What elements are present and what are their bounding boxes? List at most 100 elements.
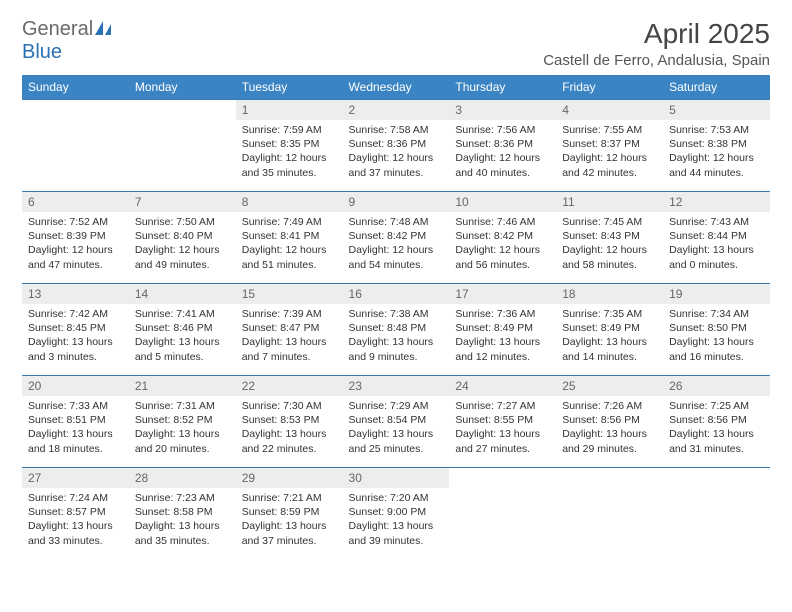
day-number: 18: [556, 284, 663, 304]
day-body: Sunrise: 7:55 AM Sunset: 8:37 PM Daylight:…: [556, 120, 663, 186]
day-number: 10: [449, 192, 556, 212]
sunset-line: Sunset: 8:56 PM: [562, 414, 640, 426]
day-body: Sunrise: 7:50 AMSunset: 8:40 PMDaylight:…: [129, 212, 236, 278]
calendar-cell: 14Sunrise: 7:41 AMSunset: 8:46 PMDayligh…: [129, 284, 236, 376]
sunset-line: Sunset: 8:57 PM: [28, 506, 106, 518]
sunrise-line: Sunrise: 7:50 AM: [135, 216, 215, 228]
sunrise-line: Sunrise: 7:52 AM: [28, 216, 108, 228]
sunrise-line: Sunrise: 7:36 AM: [455, 308, 535, 320]
calendar-cell: 25Sunrise: 7:26 AMSunset: 8:56 PMDayligh…: [556, 376, 663, 468]
daylight-line: Daylight: 12 hours and 42 minutes.: [562, 152, 647, 178]
day-body: Sunrise: 7:46 AM Sunset: 8:42 PM Daylight:…: [449, 212, 556, 278]
day-number: 3: [449, 100, 556, 120]
day-body: Sunrise: 7:48 AMSunset: 8:42 PMDaylight:…: [343, 212, 450, 278]
day-body: Sunrise: 7:56 AMSunset: 8:36 PMDaylight:…: [449, 120, 556, 186]
sunset-line: Sunset: 8:35 PM: [242, 138, 320, 150]
day-number: 11: [556, 192, 663, 212]
brand-part2: Blue: [22, 41, 62, 63]
sunrise-line: Sunrise: 7:23 AM: [135, 492, 215, 504]
calendar-cell: 11Sunrise: 7:45 AMSunset: 8:43 PMDayligh…: [556, 192, 663, 284]
daylight-line: Daylight: 12 hours and 49 minutes.: [135, 244, 220, 270]
sunrise-line: Sunrise: 7:27 AM: [455, 400, 535, 412]
calendar-cell: 16Sunrise: 7:38 AMSunset: 8:48 PMDayligh…: [343, 284, 450, 376]
sunrise-line: Sunrise: 7:41 AM: [135, 308, 215, 320]
daylight-line: Daylight: 13 hours and 0 minutes.: [669, 244, 754, 270]
daylight-line: Daylight: 13 hours and 20 minutes.: [135, 428, 220, 454]
sunset-line: Sunset: 8:38 PM: [669, 138, 747, 150]
sunrise-line: Sunrise: 7:31 AM: [135, 400, 215, 412]
sunset-line: Sunset: 9:00 PM: [349, 506, 427, 518]
day-body: Sunrise: 7:58 AMSunset: 8:36 PMDaylight:…: [343, 120, 450, 186]
day-body: Sunrise: 7:33 AMSunset: 8:51 PMDaylight:…: [22, 396, 129, 462]
calendar-cell: 8Sunrise: 7:49 AMSunset: 8:41 PMDaylight…: [236, 192, 343, 284]
day-number: 29: [236, 468, 343, 488]
calendar-cell: 17Sunrise: 7:36 AMSunset: 8:49 PMDayligh…: [449, 284, 556, 376]
day-number: 15: [236, 284, 343, 304]
calendar-cell: ..: [556, 468, 663, 560]
day-body: Sunrise: 7:20 AMSunset: 9:00 PMDaylight:…: [343, 488, 450, 554]
weekday-header: Sunday: [22, 75, 129, 100]
sunset-line: Sunset: 8:53 PM: [242, 414, 320, 426]
daylight-line: Daylight: 12 hours and 37 minutes.: [349, 152, 434, 178]
weekday-header: Saturday: [663, 75, 770, 100]
sunrise-line: Sunrise: 7:55 AM: [562, 124, 642, 136]
day-body: Sunrise: 7:59 AMSunset: 8:35 PMDaylight:…: [236, 120, 343, 186]
day-number: 12: [663, 192, 770, 212]
sunset-line: Sunset: 8:48 PM: [349, 322, 427, 334]
sunset-line: Sunset: 8:49 PM: [562, 322, 640, 334]
calendar-cell: 20Sunrise: 7:33 AMSunset: 8:51 PMDayligh…: [22, 376, 129, 468]
daylight-line: Daylight: 13 hours and 39 minutes.: [349, 520, 434, 546]
sunset-line: Sunset: 8:42 PM: [455, 230, 533, 242]
day-body: Sunrise: 7:24 AMSunset: 8:57 PMDaylight:…: [22, 488, 129, 554]
daylight-line: Daylight: 12 hours and 54 minutes.: [349, 244, 434, 270]
daylight-line: Daylight: 13 hours and 22 minutes.: [242, 428, 327, 454]
calendar-body: ....1Sunrise: 7:59 AMSunset: 8:35 PMDayl…: [22, 100, 770, 560]
daylight-line: Daylight: 13 hours and 14 minutes.: [562, 336, 647, 362]
sunrise-line: Sunrise: 7:24 AM: [28, 492, 108, 504]
daylight-line: Daylight: 12 hours and 58 minutes.: [562, 244, 647, 270]
sunrise-line: Sunrise: 7:21 AM: [242, 492, 322, 504]
sunset-line: Sunset: 8:51 PM: [28, 414, 106, 426]
sunset-line: Sunset: 8:36 PM: [455, 138, 533, 150]
sunset-line: Sunset: 8:42 PM: [349, 230, 427, 242]
sunset-line: Sunset: 8:37 PM: [562, 138, 640, 150]
day-number: 2: [343, 100, 450, 120]
sunset-line: Sunset: 8:39 PM: [28, 230, 106, 242]
sunrise-line: Sunrise: 7:39 AM: [242, 308, 322, 320]
sunset-line: Sunset: 8:55 PM: [455, 414, 533, 426]
day-body: Sunrise: 7:27 AMSunset: 8:55 PMDaylight:…: [449, 396, 556, 462]
day-number: 23: [343, 376, 450, 396]
calendar-cell: 28Sunrise: 7:23 AMSunset: 8:58 PMDayligh…: [129, 468, 236, 560]
day-body: Sunrise: 7:42 AMSunset: 8:45 PMDaylight:…: [22, 304, 129, 370]
sunset-line: Sunset: 8:59 PM: [242, 506, 320, 518]
sunrise-line: Sunrise: 7:42 AM: [28, 308, 108, 320]
sunset-line: Sunset: 8:56 PM: [669, 414, 747, 426]
daylight-line: Daylight: 12 hours and 56 minutes.: [455, 244, 540, 270]
day-number: 9: [343, 192, 450, 212]
sunrise-line: Sunrise: 7:46 AM: [455, 216, 535, 228]
brand-logo: General Blue: [22, 18, 117, 64]
calendar-cell: 10 Sunrise: 7:46 AM Sunset: 8:42 PM Dayligh…: [449, 192, 556, 284]
calendar-cell: 29 Sunrise: 7:21 AM Sunset: 8:59 PM Dayligh…: [236, 468, 343, 560]
brand-part1: General: [22, 18, 93, 40]
day-number: 5: [663, 100, 770, 120]
calendar-head: SundayMondayTuesdayWednesdayThursdayFrid…: [22, 75, 770, 100]
day-number: 20: [22, 376, 129, 396]
sunrise-line: Sunrise: 7:26 AM: [562, 400, 642, 412]
day-number: 16: [343, 284, 450, 304]
day-number: 21: [129, 376, 236, 396]
day-body: Sunrise: 7:45 AMSunset: 8:43 PMDaylight:…: [556, 212, 663, 278]
sunrise-line: Sunrise: 7:33 AM: [28, 400, 108, 412]
day-number: 22: [236, 376, 343, 396]
daylight-line: Daylight: 13 hours and 37 minutes.: [242, 520, 327, 546]
sunset-line: Sunset: 8:49 PM: [455, 322, 533, 334]
sunrise-line: Sunrise: 7:29 AM: [349, 400, 429, 412]
sunrise-line: Sunrise: 7:35 AM: [562, 308, 642, 320]
day-number: 24: [449, 376, 556, 396]
calendar-cell: 22 Sunrise: 7:30 AM Sunset: 8:53 PM Dayligh…: [236, 376, 343, 468]
calendar-cell: ..: [663, 468, 770, 560]
sunrise-line: Sunrise: 7:30 AM: [242, 400, 322, 412]
weekday-header: Wednesday: [343, 75, 450, 100]
sunrise-line: Sunrise: 7:43 AM: [669, 216, 749, 228]
day-body: Sunrise: 7:49 AMSunset: 8:41 PMDaylight:…: [236, 212, 343, 278]
